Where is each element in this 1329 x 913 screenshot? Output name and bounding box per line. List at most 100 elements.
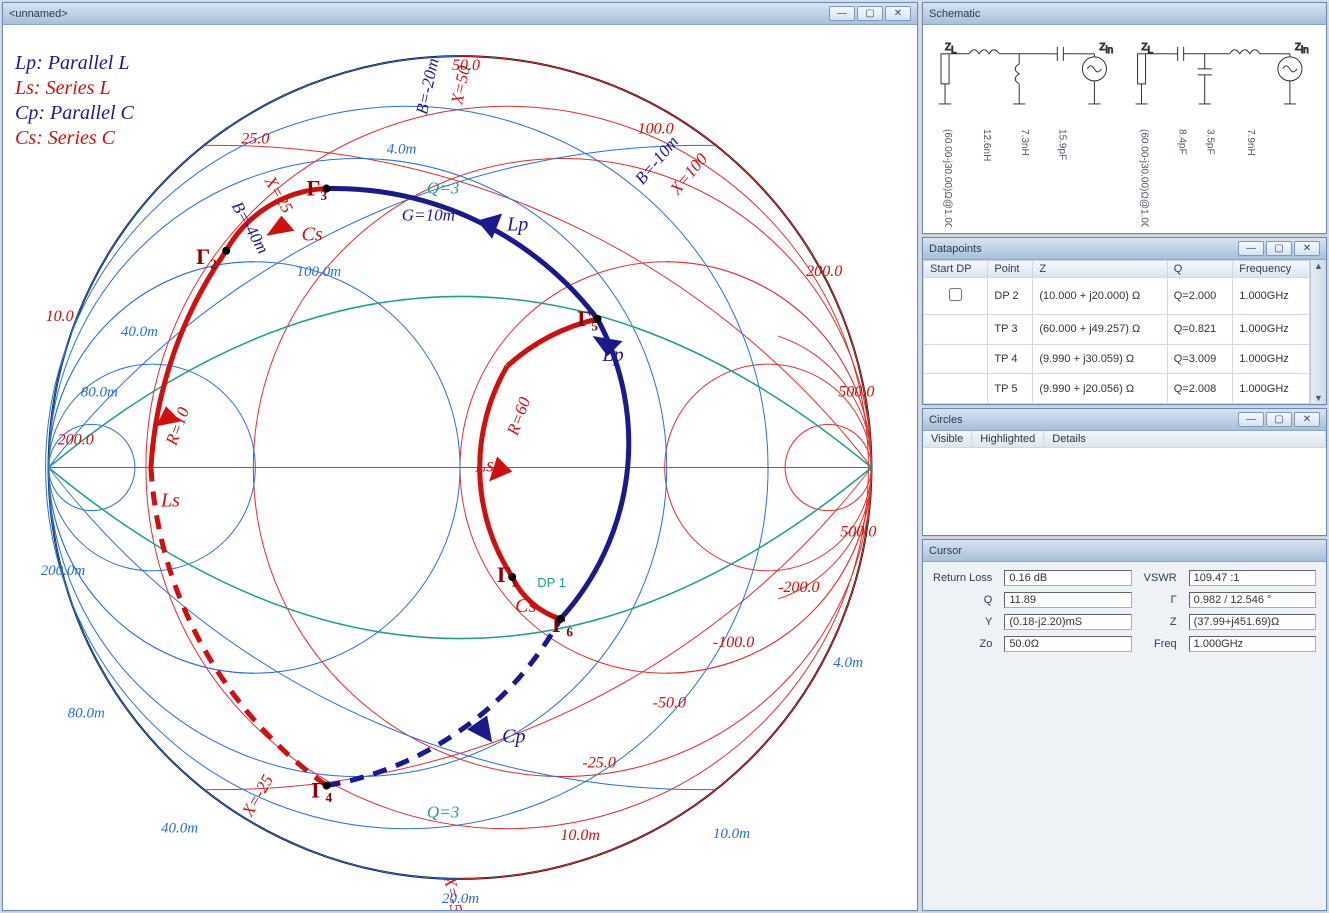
dp-col-point[interactable]: Point — [988, 261, 1033, 278]
circ-minimize-button[interactable]: — — [1238, 412, 1264, 427]
svg-text:Cs: Cs — [515, 595, 536, 617]
dp-col-start[interactable]: Start DP — [924, 261, 988, 278]
schematic-body: ZL — [923, 25, 1326, 233]
svg-text:-50.0: -50.0 — [653, 694, 686, 711]
datapoints-table[interactable]: Start DP Point Z Q Frequency DP 2 (10.00… — [923, 260, 1310, 404]
gamma-label: Γ — [1144, 594, 1177, 606]
svg-text:40.0m: 40.0m — [121, 324, 158, 340]
dp-minimize-button[interactable]: — — [1238, 241, 1264, 256]
svg-text:10.0m: 10.0m — [560, 827, 600, 844]
return-loss-label: Return Loss — [933, 572, 992, 584]
svg-text:DP 1: DP 1 — [537, 575, 566, 590]
scroll-up-icon[interactable]: ▲ — [1314, 261, 1323, 271]
legend-cs: Cs: Series C — [15, 126, 134, 151]
dp-close-button[interactable]: ✕ — [1294, 241, 1320, 256]
table-row[interactable]: TP 3 (60.000 + j49.257) Ω Q=0.821 1.000G… — [924, 314, 1310, 344]
svg-text:G=10m: G=10m — [402, 206, 455, 225]
svg-text:-200.0: -200.0 — [778, 579, 819, 596]
svg-text:12.6nH: 12.6nH — [981, 129, 992, 161]
svg-text:in: in — [1105, 45, 1113, 56]
svg-text:200.0m: 200.0m — [41, 563, 86, 579]
scroll-down-icon[interactable]: ▼ — [1314, 393, 1323, 403]
y-value: (0.18-j2.20)mS — [1004, 614, 1131, 630]
circ-close-button[interactable]: ✕ — [1294, 412, 1320, 427]
svg-text:200.0: 200.0 — [58, 431, 94, 448]
smith-chart-body[interactable]: Lp: Parallel L Ls: Series L Cp: Parallel… — [3, 25, 917, 910]
svg-text:Lp: Lp — [506, 214, 528, 236]
svg-text:4.0m: 4.0m — [833, 655, 863, 671]
svg-text:Cp: Cp — [502, 725, 525, 747]
cursor-body: Return Loss 0.16 dB VSWR 109.47 :1 Q 11.… — [923, 562, 1326, 910]
circles-body: Visible Highlighted Details — [923, 431, 1326, 535]
gamma-value: 0.982 / 12.546 ° — [1189, 592, 1316, 608]
schematic-svg: ZL — [929, 31, 1320, 227]
return-loss-value: 0.16 dB — [1004, 570, 1131, 586]
smith-title-bar[interactable]: <unnamed> — ▢ ✕ — [3, 3, 917, 25]
circles-title-bar[interactable]: Circles — ▢ ✕ — [923, 409, 1326, 431]
circles-header: Visible Highlighted Details — [923, 431, 1326, 448]
datapoints-title-bar[interactable]: Datapoints — ▢ ✕ — [923, 238, 1326, 260]
circ-maximize-button[interactable]: ▢ — [1266, 412, 1292, 427]
svg-text:25.0: 25.0 — [241, 130, 269, 147]
svg-text:Ls: Ls — [474, 455, 494, 477]
chart-legend: Lp: Parallel L Ls: Series L Cp: Parallel… — [15, 51, 134, 151]
start-dp-checkbox[interactable] — [949, 288, 962, 301]
svg-text:500.0: 500.0 — [838, 383, 874, 400]
dp-maximize-button[interactable]: ▢ — [1266, 241, 1292, 256]
close-button[interactable]: ✕ — [885, 6, 911, 21]
y-label: Y — [933, 616, 992, 628]
maximize-button[interactable]: ▢ — [857, 6, 883, 21]
svg-text:Ls: Ls — [160, 490, 180, 512]
svg-text:(60.00-j30.00)Ω@1.0GHz: (60.00-j30.00)Ω@1.0GHz — [942, 129, 953, 227]
circles-window: Circles — ▢ ✕ Visible Highlighted Detail… — [922, 408, 1327, 536]
circles-col-highlighted[interactable]: Highlighted — [972, 431, 1044, 447]
schematic-window: Schematic ZL — [922, 2, 1327, 234]
svg-text:Q=3: Q=3 — [427, 179, 459, 198]
svg-text:80.0m: 80.0m — [81, 384, 118, 400]
svg-text:3.5pF: 3.5pF — [1205, 129, 1216, 155]
svg-text:40.0m: 40.0m — [161, 821, 198, 837]
svg-text:4.0m: 4.0m — [387, 141, 417, 157]
svg-text:200.0: 200.0 — [806, 263, 842, 280]
smith-window-title: <unnamed> — [9, 8, 829, 20]
datapoints-window: Datapoints — ▢ ✕ Start DP Point Z Q Freq… — [922, 237, 1327, 405]
z-value: (37.99+j451.69)Ω — [1189, 614, 1316, 630]
zo-label: Zo — [933, 638, 992, 650]
dp-scrollbar[interactable]: ▲ ▼ — [1310, 260, 1326, 404]
svg-text:500.0: 500.0 — [840, 524, 876, 541]
freq-value: 1.000GHz — [1189, 636, 1316, 652]
cursor-title: Cursor — [929, 545, 1320, 557]
svg-text:-25.0: -25.0 — [582, 755, 615, 772]
circles-col-details[interactable]: Details — [1044, 431, 1326, 447]
minimize-button[interactable]: — — [829, 6, 855, 21]
schematic-title: Schematic — [929, 8, 1320, 20]
freq-label: Freq — [1144, 638, 1177, 650]
svg-text:Q=3: Q=3 — [427, 803, 459, 822]
svg-text:Lp: Lp — [601, 344, 623, 366]
datapoints-body: Start DP Point Z Q Frequency DP 2 (10.00… — [923, 260, 1326, 404]
svg-text:10.0: 10.0 — [46, 308, 74, 325]
vswr-label: VSWR — [1144, 572, 1177, 584]
svg-text:15.9pF: 15.9pF — [1056, 129, 1067, 160]
datapoints-title: Datapoints — [929, 243, 1238, 255]
svg-text:10.0m: 10.0m — [713, 826, 750, 842]
svg-text:(60.00-j30.00)Ω@1.0GHz: (60.00-j30.00)Ω@1.0GHz — [1139, 129, 1150, 227]
dp-col-freq[interactable]: Frequency — [1233, 261, 1310, 278]
dp-col-q[interactable]: Q — [1167, 261, 1233, 278]
schematic-title-bar[interactable]: Schematic — [923, 3, 1326, 25]
svg-text:Γ₄: Γ₄ — [311, 778, 332, 803]
table-row[interactable]: DP 2 (10.000 + j20.000) Ω Q=2.000 1.000G… — [924, 278, 1310, 315]
svg-text:-100.0: -100.0 — [713, 634, 754, 651]
dp-col-z[interactable]: Z — [1033, 261, 1167, 278]
svg-text:100.0m: 100.0m — [296, 264, 341, 280]
table-row[interactable]: TP 4 (9.990 + j30.059) Ω Q=3.009 1.000GH… — [924, 344, 1310, 374]
smith-chart-svg: Γ₁ Γ₂ Γ₃ Γ₄ Γ₅ Γ₆ — [3, 25, 917, 910]
circles-col-visible[interactable]: Visible — [923, 431, 972, 447]
cursor-title-bar[interactable]: Cursor — [923, 540, 1326, 562]
legend-cp: Cp: Parallel C — [15, 101, 134, 126]
svg-text:80.0m: 80.0m — [68, 705, 105, 721]
svg-text:Γ₂: Γ₂ — [196, 244, 217, 269]
legend-ls: Ls: Series L — [15, 76, 134, 101]
cursor-window: Cursor Return Loss 0.16 dB VSWR 109.47 :… — [922, 539, 1327, 911]
table-row[interactable]: TP 5 (9.990 + j20.056) Ω Q=2.008 1.000GH… — [924, 374, 1310, 404]
